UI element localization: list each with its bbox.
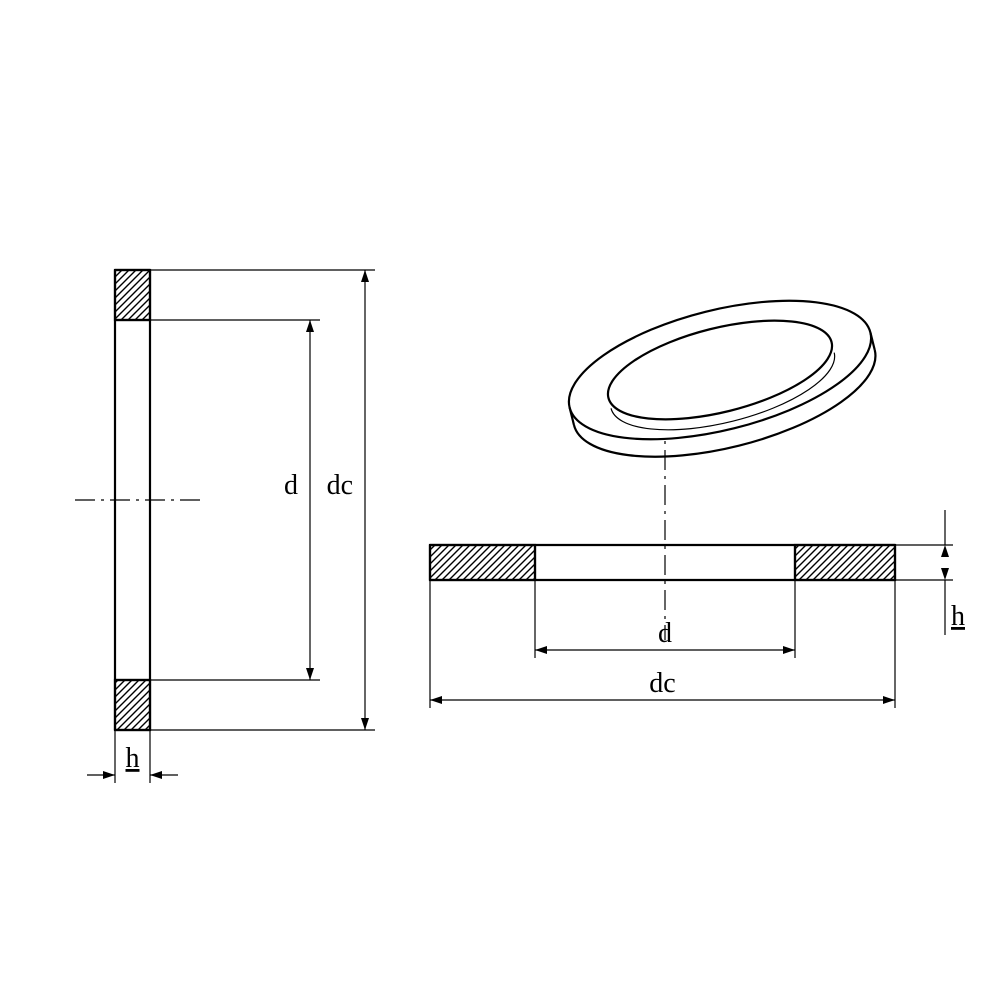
svg-text:d: d: [658, 618, 672, 649]
washer-technical-drawing: ddchddch: [0, 0, 1000, 1000]
svg-text:h: h: [951, 601, 965, 632]
svg-text:dc: dc: [327, 470, 353, 501]
svg-text:dc: dc: [649, 668, 675, 699]
perspective-washer: [555, 274, 889, 483]
svg-text:h: h: [126, 743, 140, 774]
svg-text:d: d: [284, 470, 298, 501]
